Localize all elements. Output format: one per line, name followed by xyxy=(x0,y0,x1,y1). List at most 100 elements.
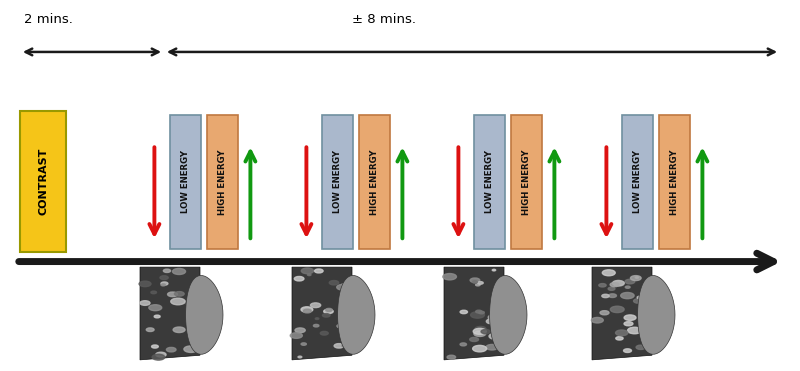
Circle shape xyxy=(625,279,634,284)
Polygon shape xyxy=(186,276,223,354)
Circle shape xyxy=(624,322,633,326)
Polygon shape xyxy=(140,267,200,360)
Circle shape xyxy=(342,283,348,287)
Circle shape xyxy=(602,294,609,298)
Circle shape xyxy=(173,327,185,332)
Circle shape xyxy=(324,309,334,313)
Circle shape xyxy=(610,306,624,313)
Circle shape xyxy=(486,344,498,350)
Circle shape xyxy=(460,310,467,313)
Text: HIGH ENERGY: HIGH ENERGY xyxy=(218,149,227,214)
Circle shape xyxy=(624,315,636,321)
Circle shape xyxy=(478,311,484,314)
Circle shape xyxy=(488,314,502,321)
Text: CONTRAST: CONTRAST xyxy=(38,148,48,216)
Circle shape xyxy=(161,284,166,286)
Circle shape xyxy=(295,328,306,333)
Circle shape xyxy=(630,276,641,280)
Circle shape xyxy=(600,311,609,315)
Circle shape xyxy=(190,310,197,313)
Circle shape xyxy=(151,345,158,348)
Circle shape xyxy=(156,352,166,357)
Circle shape xyxy=(188,321,200,327)
Circle shape xyxy=(290,333,302,338)
Circle shape xyxy=(636,345,646,349)
Circle shape xyxy=(322,313,330,317)
Circle shape xyxy=(481,329,490,334)
Circle shape xyxy=(470,278,480,282)
Circle shape xyxy=(174,292,184,296)
Circle shape xyxy=(167,292,178,297)
Circle shape xyxy=(163,269,170,272)
Circle shape xyxy=(470,312,485,318)
Circle shape xyxy=(492,335,502,340)
Circle shape xyxy=(613,280,624,286)
Circle shape xyxy=(189,302,201,307)
Text: HIGH ENERGY: HIGH ENERGY xyxy=(370,149,379,214)
Circle shape xyxy=(614,282,624,286)
Polygon shape xyxy=(638,276,675,354)
Circle shape xyxy=(610,283,619,287)
Bar xyxy=(474,115,505,249)
Circle shape xyxy=(447,355,456,359)
Circle shape xyxy=(166,347,176,352)
Circle shape xyxy=(303,309,311,313)
Circle shape xyxy=(343,341,348,344)
Circle shape xyxy=(475,284,480,286)
Text: HIGH ENERGY: HIGH ENERGY xyxy=(670,149,679,214)
Circle shape xyxy=(301,307,313,312)
Circle shape xyxy=(307,274,311,276)
Circle shape xyxy=(160,276,168,280)
Circle shape xyxy=(302,268,314,274)
Circle shape xyxy=(315,318,319,319)
Circle shape xyxy=(184,346,198,352)
Bar xyxy=(511,115,542,249)
Circle shape xyxy=(146,328,154,332)
Circle shape xyxy=(627,327,642,334)
Circle shape xyxy=(149,305,162,311)
Circle shape xyxy=(591,318,603,323)
Circle shape xyxy=(337,324,347,328)
Circle shape xyxy=(301,343,306,345)
Text: LOW ENERGY: LOW ENERGY xyxy=(181,150,190,213)
Circle shape xyxy=(314,324,319,327)
Circle shape xyxy=(173,269,186,275)
Bar xyxy=(659,115,690,249)
Circle shape xyxy=(298,356,302,358)
Circle shape xyxy=(621,292,634,299)
Text: LOW ENERGY: LOW ENERGY xyxy=(485,150,494,213)
Text: 2 mins.: 2 mins. xyxy=(24,13,73,26)
Circle shape xyxy=(151,291,157,294)
Circle shape xyxy=(608,287,615,290)
Circle shape xyxy=(154,315,160,318)
Circle shape xyxy=(478,282,483,284)
Circle shape xyxy=(320,331,328,335)
Circle shape xyxy=(326,308,332,311)
Circle shape xyxy=(443,273,457,280)
Circle shape xyxy=(494,323,500,326)
Circle shape xyxy=(184,301,192,304)
Circle shape xyxy=(476,310,482,313)
Circle shape xyxy=(294,276,304,281)
Polygon shape xyxy=(292,267,352,360)
Bar xyxy=(20,111,66,252)
Circle shape xyxy=(599,283,606,287)
Circle shape xyxy=(337,285,349,290)
Circle shape xyxy=(170,298,185,305)
Bar xyxy=(322,115,353,249)
Circle shape xyxy=(626,286,630,288)
Bar xyxy=(359,115,390,249)
Circle shape xyxy=(634,299,643,303)
Circle shape xyxy=(474,331,486,336)
Circle shape xyxy=(314,269,323,273)
Circle shape xyxy=(310,303,321,308)
Bar xyxy=(170,115,201,249)
Circle shape xyxy=(635,277,638,278)
Circle shape xyxy=(609,294,617,298)
Polygon shape xyxy=(592,267,652,360)
Circle shape xyxy=(492,269,496,271)
Circle shape xyxy=(473,345,486,352)
Circle shape xyxy=(152,354,165,360)
Circle shape xyxy=(334,344,344,348)
Circle shape xyxy=(616,336,623,340)
